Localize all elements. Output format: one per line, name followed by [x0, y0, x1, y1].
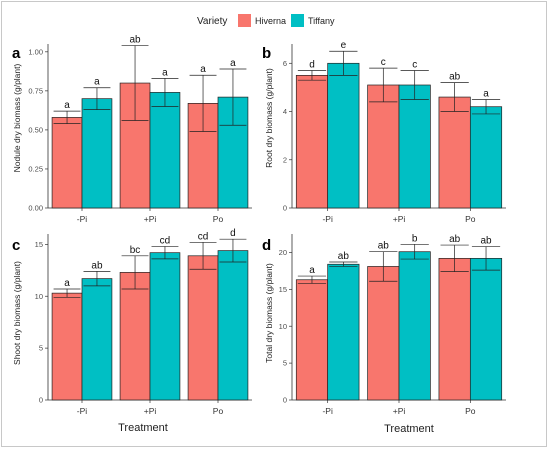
panel-d-xtick-label: -Pi: [322, 406, 333, 416]
panel-c-significance-letter: bc: [130, 245, 141, 256]
panel-b-bar: [295, 75, 329, 209]
panel-d-bar: [295, 279, 329, 401]
panel-b-bar: [469, 106, 503, 209]
panel-b-significance-letter: c: [412, 60, 417, 71]
panel-d-significance-letter: b: [412, 233, 418, 244]
panel-c-plot: 0 5 10 15 -Pi a ab +Pi bc cd Po cd d: [35, 228, 252, 416]
panel-b-ylabel: Root dry biomass (g/plant): [264, 68, 274, 168]
panel-a-bar: [51, 117, 83, 209]
legend-swatch-hiverna: [238, 14, 251, 27]
legend-swatch-tiffany: [291, 14, 304, 27]
panel-b-significance-letter: a: [483, 88, 489, 99]
panel-c-ylabel: Shoot dry biomass (g/plant): [12, 261, 22, 365]
panel-c-ytick-label: 15: [35, 240, 43, 249]
panel-letter-c: c: [12, 237, 20, 254]
panel-a-significance-letter: a: [162, 67, 168, 78]
panel-c-xtick-label: Po: [213, 406, 224, 416]
panel-b-bar: [398, 84, 431, 209]
panel-d-xtick-label: +Pi: [393, 406, 406, 416]
panel-d-plot: 0 5 10 15 20 -Pi a ab +Pi ab b Po ab ab: [279, 233, 506, 416]
panel-d-xtick-label: Po: [465, 406, 476, 416]
panel-c-significance-letter: cd: [160, 235, 171, 246]
panel-d-significance-letter: ab: [480, 236, 492, 247]
panel-a-ytick-label: 0.00: [28, 204, 43, 213]
panel-a-bar: [81, 98, 113, 209]
panel-c-xlabel: Treatment: [118, 422, 168, 434]
panel-letter-a: a: [12, 45, 21, 62]
panel-c-significance-letter: ab: [91, 260, 103, 271]
panel-d-bar: [469, 257, 503, 401]
panel-b-plot: 0 2 4 6 -Pi d e +Pi c c Po ab a: [283, 40, 506, 224]
panel-b-xtick-label: Po: [465, 214, 476, 224]
panel-a-significance-letter: a: [230, 58, 236, 69]
panel-d-ytick-label: 10: [279, 322, 287, 331]
panel-a-bar: [149, 92, 181, 209]
panel-c-bar: [81, 278, 113, 401]
panel-b-significance-letter: e: [341, 40, 347, 51]
legend-label-hiverna: Hiverna: [255, 16, 286, 26]
panel-a-xtick-label: +Pi: [144, 214, 157, 224]
panel-b-xtick-label: +Pi: [393, 214, 406, 224]
panel-c-ytick-label: 0: [39, 396, 43, 405]
panel-a-xtick-label: Po: [213, 214, 224, 224]
panel-d-ylabel: Total dry biomass (g/plant): [264, 263, 274, 363]
panel-d-bar: [438, 257, 471, 401]
panel-d-ytick-label: 15: [279, 285, 287, 294]
panel-b-significance-letter: d: [309, 60, 315, 71]
panel-b-bar: [327, 62, 360, 209]
legend: Variety Hiverna Tiffany: [197, 14, 335, 27]
panel-c-xtick-label: -Pi: [77, 406, 88, 416]
panel-b-ytick-label: 6: [283, 59, 287, 68]
panel-c-bar: [51, 292, 83, 401]
panel-b-ytick-label: 4: [283, 107, 287, 116]
panel-c-bar: [119, 272, 151, 401]
panel-c-bar: [187, 255, 219, 401]
panel-a-significance-letter: a: [64, 100, 70, 111]
panel-b-bar: [438, 96, 471, 209]
panel-c-xtick-label: +Pi: [144, 406, 157, 416]
panel-c-significance-letter: d: [230, 228, 236, 239]
panel-c-bar: [149, 252, 181, 401]
panel-d-bar: [398, 251, 431, 401]
panel-d-bar: [367, 266, 400, 401]
panel-a-significance-letter: a: [94, 77, 100, 88]
panel-d-xlabel: Treatment: [384, 423, 434, 435]
panel-c-significance-letter: a: [64, 278, 70, 289]
panel-b-xtick-label: -Pi: [322, 214, 333, 224]
panel-b-significance-letter: ab: [449, 72, 461, 83]
panel-a-ytick-label: 0.25: [28, 165, 43, 174]
panel-d-significance-letter: ab: [449, 234, 461, 245]
panel-d-ytick-label: 0: [283, 396, 287, 405]
panel-c-ytick-label: 5: [39, 344, 43, 353]
panel-a-significance-letter: ab: [129, 35, 141, 46]
panel-letter-b: b: [262, 45, 271, 62]
panel-letter-d: d: [262, 237, 271, 254]
legend-label-tiffany: Tiffany: [308, 16, 335, 26]
panel-a-ytick-label: 1.00: [28, 47, 43, 56]
panel-b-ytick-label: 0: [283, 204, 287, 213]
panel-a-xtick-label: -Pi: [77, 214, 88, 224]
panel-c-bar: [217, 250, 249, 401]
panel-d-significance-letter: ab: [378, 241, 390, 252]
panel-a-plot: 0.00 0.25 0.50 0.75 1.00 -Pi a a +Pi ab a Po a a: [28, 35, 252, 224]
panel-a-ytick-label: 0.50: [28, 126, 43, 135]
panel-b-bar: [367, 84, 400, 209]
legend-title: Variety: [197, 16, 227, 27]
panel-d-bar: [327, 263, 360, 401]
panel-d-significance-letter: ab: [338, 251, 350, 262]
panel-d-ytick-label: 20: [279, 248, 287, 257]
panel-a-ytick-label: 0.75: [28, 86, 43, 95]
panel-c-ytick-label: 10: [35, 292, 43, 301]
panel-d-ytick-label: 5: [283, 359, 287, 368]
panel-c-significance-letter: cd: [198, 231, 209, 242]
panel-a-significance-letter: a: [200, 64, 206, 75]
panel-d-significance-letter: a: [309, 265, 315, 276]
panel-a-ylabel: Nodule dry biomass (g/plant): [12, 64, 22, 173]
panel-b-significance-letter: c: [381, 57, 386, 68]
panel-b-ytick-label: 2: [283, 155, 287, 164]
